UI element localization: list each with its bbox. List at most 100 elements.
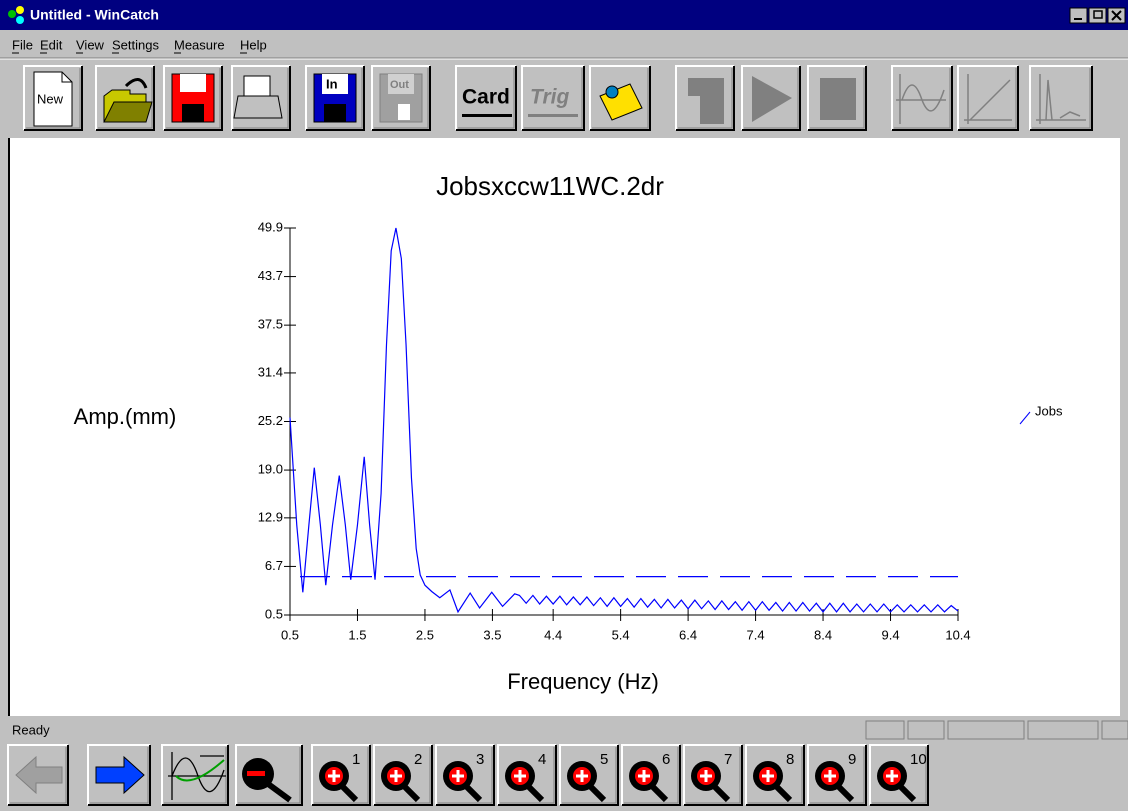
back-icon bbox=[15, 755, 63, 795]
restore-glyph bbox=[1093, 10, 1103, 19]
zoom-number: 4 bbox=[538, 751, 546, 768]
button-shadow bbox=[90, 747, 149, 804]
button-highlight bbox=[373, 744, 432, 805]
button-highlight bbox=[741, 65, 800, 130]
button-shadow bbox=[164, 747, 227, 804]
x-tick-label: 7.4 bbox=[747, 627, 765, 642]
button-shadow bbox=[234, 68, 289, 129]
play-icon bbox=[752, 76, 792, 122]
menu-item[interactable]: Edit bbox=[40, 37, 63, 52]
button-highlight bbox=[891, 65, 952, 130]
button-shadow bbox=[98, 68, 153, 129]
close-glyph bbox=[1111, 10, 1122, 21]
y-tick-label: 19.0 bbox=[258, 462, 283, 477]
button-highlight bbox=[683, 744, 742, 805]
zoom-number: 1 bbox=[352, 751, 360, 768]
zoom-number: 5 bbox=[600, 751, 608, 768]
y-tick-label: 31.4 bbox=[258, 364, 283, 379]
button-shadow bbox=[624, 747, 679, 804]
button-highlight bbox=[675, 65, 734, 130]
window-title: Untitled - WinCatch bbox=[30, 7, 159, 23]
x-tick-label: 2.5 bbox=[416, 627, 434, 642]
button-shadow bbox=[810, 68, 865, 129]
button-highlight bbox=[497, 744, 556, 805]
button-shadow bbox=[96, 66, 155, 131]
x-tick-label: 8.4 bbox=[814, 627, 832, 642]
button-shadow bbox=[306, 66, 365, 131]
zoom-plus bbox=[452, 770, 464, 782]
y-tick-label: 49.9 bbox=[258, 219, 283, 234]
card-underline bbox=[462, 114, 512, 117]
button-shadow bbox=[238, 747, 301, 804]
y-tick-label: 37.5 bbox=[258, 317, 283, 332]
button-shadow bbox=[458, 68, 515, 129]
button-shadow bbox=[684, 745, 743, 806]
menu-item[interactable]: Help bbox=[240, 37, 267, 52]
in-label: In bbox=[326, 76, 338, 91]
button-shadow bbox=[592, 68, 649, 129]
menu-item[interactable]: Settings bbox=[112, 37, 159, 52]
button-shadow bbox=[236, 745, 303, 806]
menu-item[interactable]: View bbox=[76, 37, 105, 52]
x-tick-label: 3.5 bbox=[483, 627, 501, 642]
button-highlight bbox=[589, 65, 650, 130]
zoom-out-minus bbox=[247, 771, 265, 776]
menu-item[interactable]: Measure bbox=[174, 37, 225, 52]
plot: 0.5 6.7 12.9 19.0 25.2 31.4 37.5 43.7 49.9 0.5 1.5… bbox=[258, 219, 1063, 642]
button-highlight bbox=[621, 744, 680, 805]
button-highlight bbox=[807, 65, 866, 130]
button-shadow bbox=[164, 66, 223, 131]
status-panel bbox=[1101, 720, 1128, 740]
in-label-area bbox=[322, 74, 348, 94]
button-shadow bbox=[10, 747, 67, 804]
button-highlight bbox=[231, 65, 290, 130]
zoom-plus bbox=[576, 770, 588, 782]
graph-icon bbox=[964, 74, 1012, 124]
window-controls[interactable] bbox=[1069, 7, 1126, 24]
button-highlight bbox=[807, 744, 866, 805]
status-panel bbox=[1027, 720, 1099, 740]
button-shadow bbox=[314, 747, 369, 804]
out-label-area bbox=[388, 74, 414, 94]
button-shadow bbox=[808, 745, 867, 806]
button-shadow bbox=[958, 66, 1019, 131]
button-shadow bbox=[524, 68, 583, 129]
chart-title: Jobsxccw11WC.2dr bbox=[436, 171, 664, 201]
status-panel bbox=[865, 720, 905, 740]
button-shadow bbox=[498, 745, 557, 806]
zoom-number: 10 bbox=[910, 751, 927, 768]
button-highlight bbox=[161, 744, 228, 805]
zoom-plus bbox=[886, 770, 898, 782]
button-shadow bbox=[162, 745, 229, 806]
menu-item[interactable]: File bbox=[12, 37, 33, 52]
zoom-number: 7 bbox=[724, 751, 732, 768]
button-shadow bbox=[894, 68, 951, 129]
button-highlight bbox=[869, 744, 928, 805]
zoom-number: 3 bbox=[476, 751, 484, 768]
print-icon bbox=[233, 95, 283, 119]
button-highlight bbox=[435, 744, 494, 805]
button-highlight bbox=[305, 65, 364, 130]
button-highlight bbox=[95, 65, 154, 130]
y-tick-label: 6.7 bbox=[265, 558, 283, 573]
button-shadow bbox=[960, 68, 1017, 129]
button[interactable] bbox=[456, 66, 516, 130]
minimize-button[interactable] bbox=[1069, 7, 1088, 24]
x-axis-label: Frequency (Hz) bbox=[507, 669, 659, 694]
button[interactable] bbox=[522, 66, 584, 130]
save-label-area bbox=[180, 74, 206, 92]
button-shadow bbox=[312, 745, 371, 806]
save-shutter bbox=[182, 104, 204, 122]
legend-swatch bbox=[1019, 411, 1031, 425]
button-shadow bbox=[374, 745, 433, 806]
graph-icon bbox=[1036, 74, 1086, 124]
in-shutter bbox=[324, 104, 346, 122]
status-panel bbox=[907, 720, 945, 740]
zoom-plus bbox=[514, 770, 526, 782]
zoom-plus bbox=[700, 770, 712, 782]
button-highlight bbox=[163, 65, 222, 130]
button-shadow bbox=[500, 747, 555, 804]
button-shadow bbox=[88, 745, 151, 806]
button-shadow bbox=[892, 66, 953, 131]
x-tick-label: 0.5 bbox=[281, 627, 299, 642]
